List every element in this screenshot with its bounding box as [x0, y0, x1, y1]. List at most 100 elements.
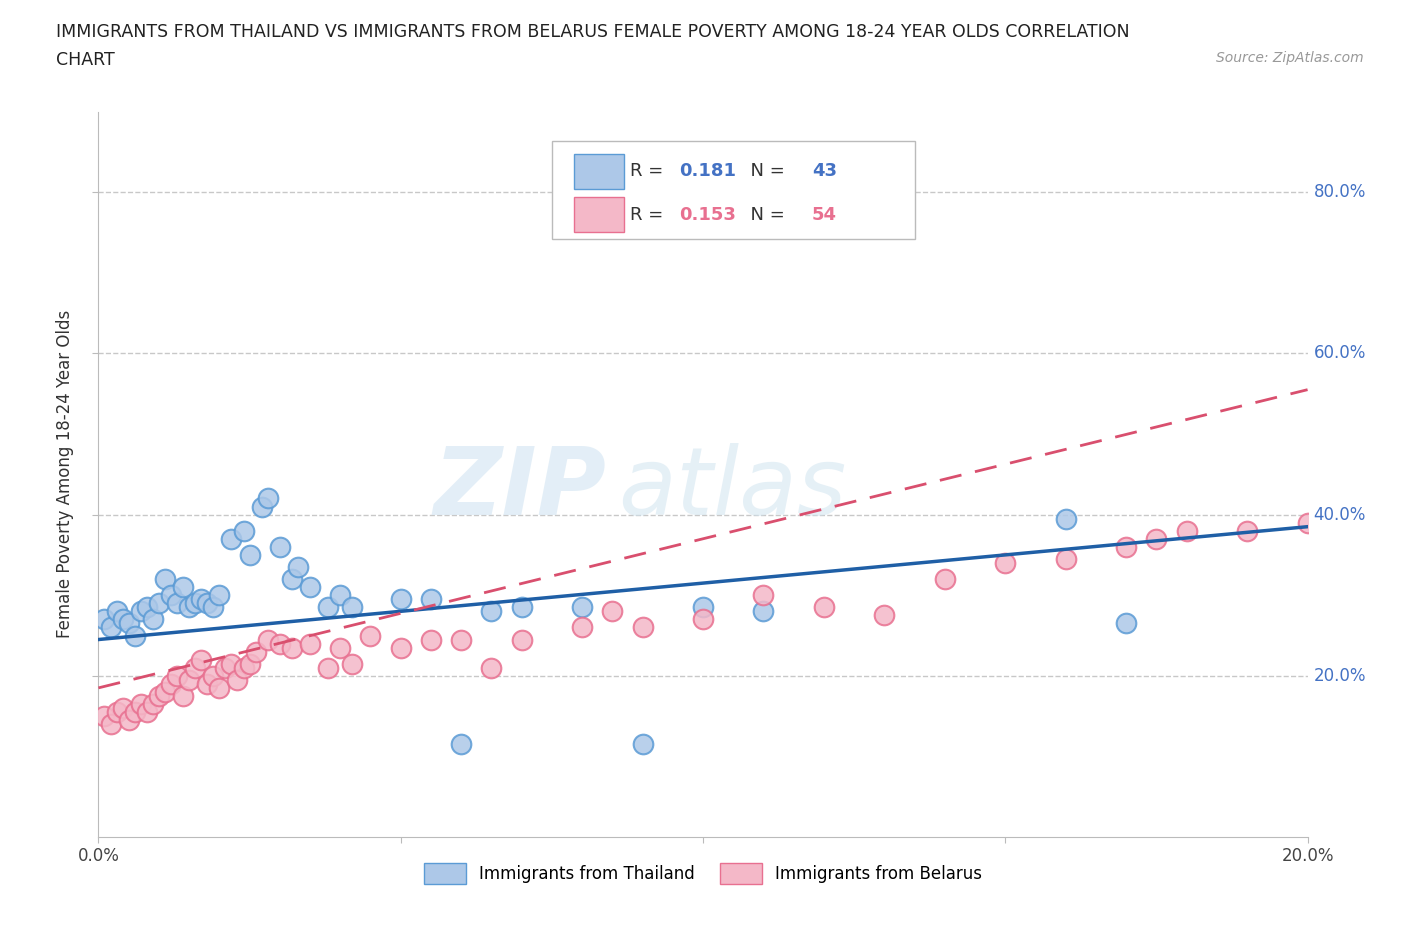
Point [1115, 539, 1137, 554]
Point [105, 705, 128, 720]
Point [287, 560, 309, 575]
Point [813, 600, 835, 615]
Point [214, 660, 236, 675]
Point [316, 660, 339, 675]
Point [245, 644, 267, 659]
Text: 0.153: 0.153 [679, 206, 735, 223]
Point [281, 640, 304, 655]
Point [129, 604, 152, 618]
Point [571, 600, 593, 615]
Point [342, 600, 364, 615]
Point [148, 596, 170, 611]
Point [166, 669, 188, 684]
Point [153, 684, 176, 699]
Point [221, 657, 243, 671]
FancyBboxPatch shape [574, 197, 624, 232]
Point [250, 499, 273, 514]
Text: N =: N = [740, 162, 790, 180]
Point [329, 640, 352, 655]
Point [190, 591, 212, 606]
Point [172, 579, 194, 594]
Point [631, 737, 654, 751]
Point [1115, 616, 1137, 631]
Point [179, 600, 201, 615]
Point [221, 531, 243, 546]
Text: ZIP: ZIP [433, 443, 606, 535]
Point [299, 636, 322, 651]
Point [420, 632, 443, 647]
Text: atlas: atlas [619, 444, 846, 535]
Point [226, 672, 249, 687]
Point [450, 737, 472, 751]
Point [510, 600, 533, 615]
Legend: Immigrants from Thailand, Immigrants from Belarus: Immigrants from Thailand, Immigrants fro… [418, 857, 988, 890]
Point [111, 612, 134, 627]
Point [299, 579, 322, 594]
Point [166, 596, 188, 611]
Point [571, 620, 593, 635]
Point [360, 628, 382, 643]
Text: 0.181: 0.181 [679, 162, 735, 180]
Text: N =: N = [740, 206, 790, 223]
Point [195, 596, 218, 611]
Point [93, 709, 115, 724]
Point [1054, 551, 1077, 566]
Text: 60.0%: 60.0% [1313, 344, 1367, 363]
Text: 43: 43 [811, 162, 837, 180]
Point [752, 604, 775, 618]
Text: R =: R = [630, 162, 669, 180]
Point [316, 600, 339, 615]
Point [481, 604, 503, 618]
Point [239, 548, 262, 563]
Text: IMMIGRANTS FROM THAILAND VS IMMIGRANTS FROM BELARUS FEMALE POVERTY AMONG 18-24 Y: IMMIGRANTS FROM THAILAND VS IMMIGRANTS F… [56, 23, 1130, 41]
Point [692, 612, 714, 627]
Point [752, 588, 775, 603]
Point [148, 688, 170, 703]
Point [184, 660, 207, 675]
Point [124, 628, 146, 643]
Text: 40.0%: 40.0% [1313, 506, 1367, 524]
Point [1054, 512, 1077, 526]
Point [269, 636, 291, 651]
Point [256, 632, 278, 647]
Point [118, 616, 141, 631]
Point [232, 660, 254, 675]
Point [1175, 524, 1198, 538]
Point [105, 604, 128, 618]
Point [184, 596, 207, 611]
Point [994, 555, 1017, 570]
Point [129, 697, 152, 711]
Point [118, 712, 141, 727]
Point [195, 676, 218, 691]
Point [389, 640, 412, 655]
Point [124, 705, 146, 720]
Point [1144, 531, 1167, 546]
Point [93, 612, 115, 627]
FancyBboxPatch shape [574, 154, 624, 189]
Point [160, 676, 183, 691]
Point [873, 608, 896, 623]
FancyBboxPatch shape [551, 140, 915, 239]
Point [232, 524, 254, 538]
Point [179, 672, 201, 687]
Point [342, 657, 364, 671]
Point [420, 591, 443, 606]
Point [481, 660, 503, 675]
Text: 20.0%: 20.0% [1313, 667, 1367, 684]
Point [934, 572, 956, 587]
Point [269, 539, 291, 554]
Point [256, 491, 278, 506]
Text: 80.0%: 80.0% [1313, 183, 1367, 201]
Point [1236, 524, 1258, 538]
Point [450, 632, 472, 647]
Text: Source: ZipAtlas.com: Source: ZipAtlas.com [1216, 51, 1364, 65]
Point [100, 620, 122, 635]
Text: R =: R = [630, 206, 669, 223]
Point [208, 588, 231, 603]
Point [142, 612, 165, 627]
Point [160, 588, 183, 603]
Point [1296, 515, 1319, 530]
Point [202, 669, 225, 684]
Point [153, 572, 176, 587]
Point [202, 600, 225, 615]
